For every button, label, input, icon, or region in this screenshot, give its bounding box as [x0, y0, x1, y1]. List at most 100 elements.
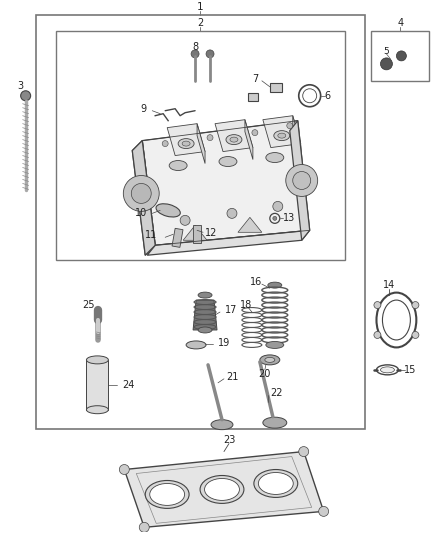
Circle shape [412, 332, 419, 338]
Circle shape [206, 50, 214, 58]
Bar [56, 31, 345, 260]
Polygon shape [193, 300, 217, 330]
Text: 6: 6 [325, 91, 331, 101]
Text: 25: 25 [82, 300, 95, 310]
Text: 9: 9 [140, 104, 146, 114]
Text: 12: 12 [205, 228, 217, 238]
Polygon shape [142, 120, 310, 245]
Text: 17: 17 [225, 305, 237, 315]
Circle shape [287, 123, 293, 128]
Ellipse shape [169, 160, 187, 171]
Polygon shape [263, 116, 301, 148]
Circle shape [293, 172, 311, 189]
Text: 24: 24 [122, 380, 135, 390]
Circle shape [299, 447, 309, 457]
Text: 7: 7 [252, 74, 258, 84]
Bar [86, 360, 108, 410]
Text: 14: 14 [383, 280, 396, 290]
Text: 4: 4 [397, 18, 403, 28]
Polygon shape [147, 230, 310, 255]
Text: 2: 2 [197, 18, 203, 28]
Circle shape [207, 135, 213, 141]
Circle shape [124, 175, 159, 212]
Polygon shape [293, 116, 301, 156]
Text: 3: 3 [18, 81, 24, 91]
Bar [193, 225, 201, 243]
Circle shape [381, 58, 392, 70]
Circle shape [273, 216, 277, 220]
Bar [270, 83, 282, 92]
Circle shape [396, 51, 406, 61]
Polygon shape [124, 451, 324, 527]
Circle shape [139, 522, 149, 532]
Polygon shape [238, 217, 262, 232]
Circle shape [227, 208, 237, 219]
Ellipse shape [258, 473, 293, 495]
Ellipse shape [211, 419, 233, 430]
Polygon shape [245, 120, 253, 159]
Ellipse shape [254, 470, 298, 497]
Bar [172, 228, 183, 247]
Text: 19: 19 [218, 338, 230, 348]
Ellipse shape [230, 137, 238, 142]
Ellipse shape [278, 133, 286, 138]
Circle shape [252, 130, 258, 135]
Ellipse shape [198, 327, 212, 333]
Ellipse shape [263, 417, 287, 428]
Text: 11: 11 [145, 230, 158, 240]
Ellipse shape [219, 157, 237, 166]
Text: 1: 1 [197, 2, 203, 12]
Circle shape [191, 50, 199, 58]
Circle shape [180, 215, 190, 225]
Ellipse shape [156, 204, 180, 217]
Ellipse shape [198, 292, 212, 298]
Text: 8: 8 [192, 42, 198, 52]
Ellipse shape [265, 358, 275, 362]
Ellipse shape [145, 480, 189, 508]
Ellipse shape [205, 479, 240, 500]
Ellipse shape [260, 355, 280, 365]
Ellipse shape [200, 475, 244, 503]
Text: 15: 15 [404, 365, 417, 375]
Text: 23: 23 [223, 434, 235, 445]
Circle shape [286, 165, 318, 197]
Ellipse shape [86, 356, 108, 364]
Polygon shape [197, 124, 205, 164]
Polygon shape [290, 120, 310, 240]
Ellipse shape [381, 367, 394, 373]
Circle shape [162, 141, 168, 147]
Text: 20: 20 [259, 369, 271, 379]
Polygon shape [167, 124, 205, 156]
Ellipse shape [226, 135, 242, 144]
Circle shape [21, 91, 31, 101]
Circle shape [131, 183, 151, 204]
Ellipse shape [182, 141, 190, 146]
Ellipse shape [178, 139, 194, 149]
Bar [371, 31, 429, 81]
Polygon shape [132, 141, 155, 255]
Ellipse shape [150, 483, 184, 505]
Text: 22: 22 [270, 388, 283, 398]
Text: 18: 18 [240, 300, 252, 310]
Text: 13: 13 [283, 213, 295, 223]
Circle shape [303, 89, 317, 103]
Bar [35, 15, 364, 429]
Circle shape [412, 302, 419, 309]
Bar [248, 93, 258, 101]
Ellipse shape [86, 406, 108, 414]
Polygon shape [183, 225, 207, 240]
Text: 21: 21 [226, 372, 238, 382]
Text: 16: 16 [250, 277, 262, 287]
Circle shape [119, 465, 129, 474]
Ellipse shape [186, 341, 206, 349]
Ellipse shape [268, 282, 282, 288]
Ellipse shape [382, 300, 410, 340]
Ellipse shape [274, 131, 290, 141]
Circle shape [374, 302, 381, 309]
Polygon shape [215, 120, 253, 151]
Ellipse shape [266, 152, 284, 163]
Circle shape [319, 506, 328, 516]
Text: 10: 10 [135, 208, 148, 219]
Text: 5: 5 [383, 47, 389, 56]
Circle shape [374, 332, 381, 338]
